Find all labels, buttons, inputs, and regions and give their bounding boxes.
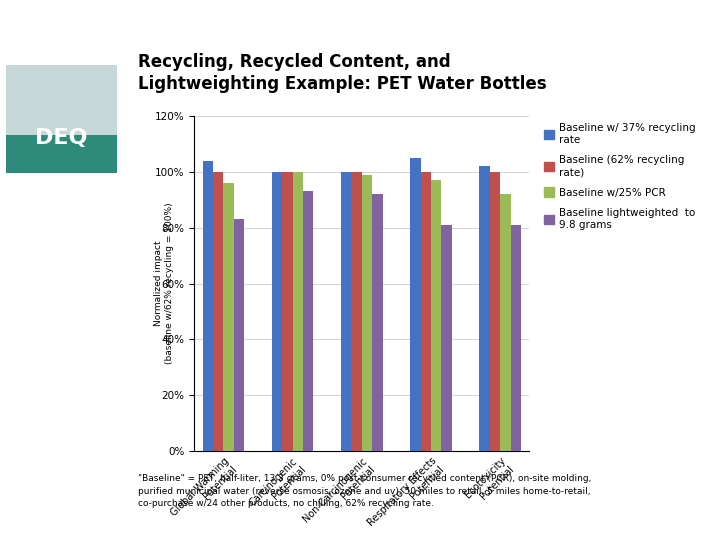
Bar (362, 175, 372, 451)
FancyBboxPatch shape (6, 65, 117, 135)
Bar (372, 194, 382, 451)
Bar (272, 172, 282, 451)
Legend: Baseline w/ 37% recycling
rate, Baseline (62% recycling
rate), Baseline w/25% PC: Baseline w/ 37% recycling rate, Baseline… (541, 122, 698, 232)
Bar (223, 183, 234, 451)
Bar (234, 219, 244, 451)
Text: "Baseline" = PET, half-liter, 13.3 grams, 0% post-consumer recycled content (PCR: "Baseline" = PET, half-liter, 13.3 grams… (138, 474, 591, 508)
Bar (341, 172, 351, 451)
Text: Normalized impact
(baseline w/62% recycling = 100%): Normalized impact (baseline w/62% recycl… (154, 202, 174, 364)
Text: Embodied Emissions in Purchased Materials: Embodied Emissions in Purchased Material… (144, 16, 480, 31)
Bar (410, 158, 420, 451)
Text: DEQ: DEQ (35, 127, 88, 148)
Bar (490, 172, 500, 451)
Bar (500, 194, 510, 451)
Bar (480, 166, 490, 451)
Bar (282, 172, 292, 451)
Bar (203, 161, 213, 451)
Bar (431, 180, 441, 451)
Bar (292, 172, 303, 451)
FancyBboxPatch shape (6, 97, 117, 173)
Bar (510, 225, 521, 451)
Text: Recycling, Recycled Content, and
Lightweighting Example: PET Water Bottles: Recycling, Recycled Content, and Lightwe… (138, 53, 546, 93)
Bar (441, 225, 451, 451)
Bar (351, 172, 362, 451)
Bar (420, 172, 431, 451)
Bar (303, 191, 313, 451)
Bar (213, 172, 223, 451)
